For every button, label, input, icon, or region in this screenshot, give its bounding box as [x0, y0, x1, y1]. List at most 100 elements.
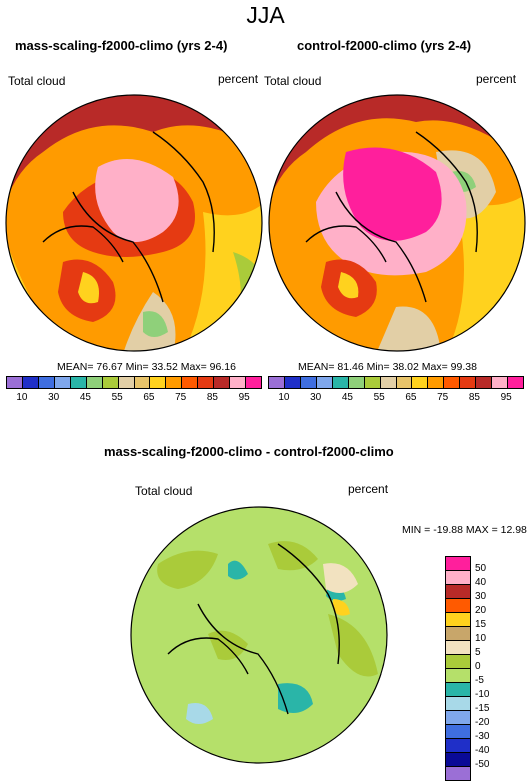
- right-colorbar-swatch: [300, 377, 317, 388]
- difference-colorbar-swatch: [446, 641, 470, 655]
- left-colorbar-swatch: [166, 377, 183, 388]
- right-colorbar-tick-label: 85: [468, 392, 480, 403]
- difference-colorbar-swatch: [446, 711, 470, 725]
- left-units-label: percent: [218, 72, 259, 86]
- left-min-value: 33.52: [151, 361, 178, 373]
- right-units-label: percent: [476, 72, 517, 86]
- difference-colorbar-label: -50: [475, 759, 490, 770]
- difference-units-label: percent: [348, 482, 389, 496]
- left-polar-map: [5, 94, 263, 352]
- difference-colorbar-swatch: [446, 585, 470, 599]
- difference-colorbar-label: 20: [475, 605, 487, 616]
- difference-colorbar-label: -20: [475, 717, 490, 728]
- right-max-label: Max=: [421, 361, 448, 373]
- right-colorbar-tick-label: 95: [500, 392, 512, 403]
- left-variable-label: Total cloud: [8, 74, 66, 88]
- right-colorbar-tick-label: 30: [310, 392, 322, 403]
- difference-colorbar: [445, 556, 471, 781]
- difference-colorbar-swatch: [446, 767, 470, 780]
- difference-colorbar-swatch: [446, 697, 470, 711]
- difference-colorbar-label: -30: [475, 731, 490, 742]
- left-panel-title: mass-scaling-f2000-climo (yrs 2-4): [15, 38, 228, 53]
- left-stats: MEAN= 76.67 Min= 33.52 Max= 96.16: [57, 361, 236, 373]
- left-colorbar-swatch: [102, 377, 119, 388]
- right-min-value: 38.02: [392, 361, 419, 373]
- right-colorbar-swatch: [460, 377, 477, 388]
- left-colorbar-tick-label: 10: [16, 392, 28, 403]
- right-colorbar-tick-label: 75: [437, 392, 449, 403]
- left-mean-label: MEAN=: [57, 361, 94, 373]
- right-colorbar-swatch: [428, 377, 445, 388]
- left-colorbar-swatch: [214, 377, 231, 388]
- difference-colorbar-swatch: [446, 655, 470, 669]
- left-colorbar-tick-label: 45: [79, 392, 91, 403]
- difference-colorbar-swatch: [446, 627, 470, 641]
- right-colorbar-swatch: [492, 377, 509, 388]
- left-colorbar-tick-label: 55: [111, 392, 123, 403]
- difference-minmax: MIN = -19.88 MAX = 12.98: [402, 524, 527, 536]
- left-colorbar-swatch: [198, 377, 215, 388]
- left-colorbar-swatch: [246, 377, 261, 388]
- difference-colorbar-label: 30: [475, 591, 487, 602]
- difference-panel-title: mass-scaling-f2000-climo - control-f2000…: [104, 444, 394, 459]
- left-colorbar-swatch: [134, 377, 151, 388]
- right-colorbar-swatch: [476, 377, 493, 388]
- right-polar-map: [268, 94, 526, 352]
- difference-colorbar-swatch: [446, 753, 470, 767]
- left-colorbar-swatch: [118, 377, 135, 388]
- left-colorbar: [6, 376, 262, 389]
- right-colorbar-ticks: 10 30 45 55 65 75 85 95: [268, 392, 522, 404]
- right-max-value: 99.38: [450, 361, 477, 373]
- right-colorbar-swatch: [396, 377, 413, 388]
- right-colorbar-swatch: [348, 377, 365, 388]
- left-min-label: Min=: [125, 361, 149, 373]
- difference-polar-map: [130, 506, 388, 764]
- left-colorbar-swatch: [7, 377, 23, 388]
- difference-colorbar-label: -40: [475, 745, 490, 756]
- difference-colorbar-swatch: [446, 571, 470, 585]
- difference-colorbar-swatch: [446, 613, 470, 627]
- difference-colorbar-label: 0: [475, 661, 481, 672]
- left-max-label: Max=: [180, 361, 207, 373]
- right-stats: MEAN= 81.46 Min= 38.02 Max= 99.38: [298, 361, 477, 373]
- difference-colorbar-label: 50: [475, 563, 487, 574]
- right-variable-label: Total cloud: [264, 74, 322, 88]
- difference-colorbar-label: 10: [475, 633, 487, 644]
- right-colorbar-swatch: [412, 377, 429, 388]
- left-colorbar-swatch: [70, 377, 87, 388]
- left-colorbar-swatch: [54, 377, 71, 388]
- right-mean-label: MEAN=: [298, 361, 335, 373]
- season-title: JJA: [246, 2, 285, 28]
- right-panel-title: control-f2000-climo (yrs 2-4): [297, 38, 472, 53]
- left-max-value: 96.16: [209, 361, 236, 373]
- difference-colorbar-swatch: [446, 599, 470, 613]
- left-colorbar-swatch: [38, 377, 55, 388]
- difference-colorbar-swatch: [446, 739, 470, 753]
- right-colorbar-swatch: [380, 377, 397, 388]
- left-mean-value: 76.67: [96, 361, 123, 373]
- right-colorbar-swatch: [284, 377, 301, 388]
- right-colorbar-tick-label: 45: [341, 392, 353, 403]
- right-mean-value: 81.46: [337, 361, 364, 373]
- difference-colorbar-label: 5: [475, 647, 481, 658]
- right-min-label: Min=: [366, 361, 390, 373]
- right-colorbar: [268, 376, 524, 389]
- right-colorbar-swatch: [364, 377, 381, 388]
- difference-colorbar-label: -10: [475, 689, 490, 700]
- difference-colorbar-swatch: [446, 557, 470, 571]
- right-colorbar-swatch: [269, 377, 285, 388]
- left-colorbar-tick-label: 75: [175, 392, 187, 403]
- right-colorbar-tick-label: 65: [405, 392, 417, 403]
- difference-colorbar-label: -5: [475, 675, 484, 686]
- right-colorbar-tick-label: 10: [278, 392, 290, 403]
- left-colorbar-tick-label: 85: [206, 392, 218, 403]
- right-colorbar-tick-label: 55: [373, 392, 385, 403]
- difference-colorbar-label: 40: [475, 577, 487, 588]
- left-colorbar-swatch: [22, 377, 39, 388]
- difference-colorbar-label: 15: [475, 619, 487, 630]
- right-colorbar-swatch: [332, 377, 349, 388]
- difference-colorbar-label: -15: [475, 703, 490, 714]
- left-colorbar-tick-label: 30: [48, 392, 60, 403]
- left-colorbar-ticks: 10 30 45 55 65 75 85 95: [6, 392, 260, 404]
- left-colorbar-swatch: [182, 377, 199, 388]
